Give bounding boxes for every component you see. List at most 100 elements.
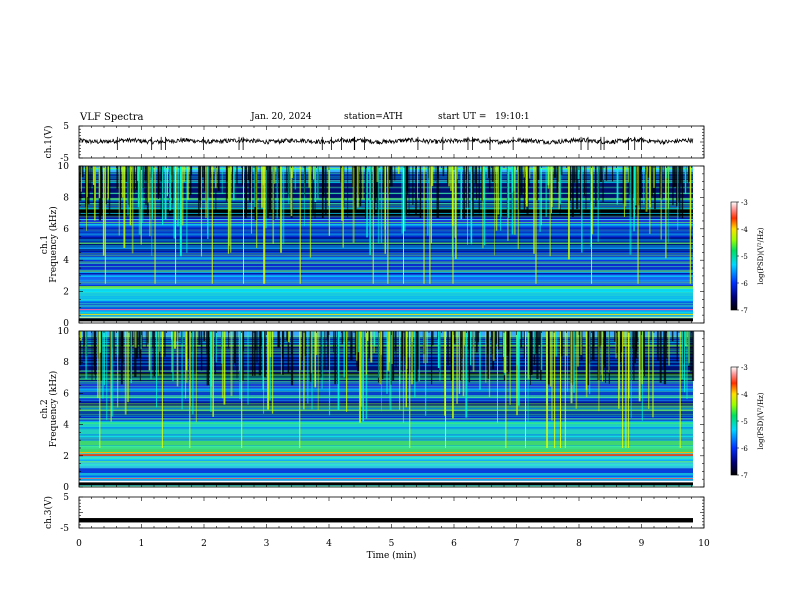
spectrogram-dropout bbox=[431, 331, 434, 346]
spectrogram-sferic bbox=[570, 331, 573, 404]
spectrogram-line bbox=[79, 199, 693, 200]
spectrogram-sferic bbox=[172, 331, 174, 382]
spectrogram-dropout bbox=[83, 331, 85, 346]
spectrogram-line bbox=[79, 391, 693, 393]
ch1-spectrogram-image bbox=[79, 166, 693, 323]
spectrogram-sferic bbox=[406, 331, 408, 369]
spectrogram-dropout bbox=[681, 166, 684, 219]
spectrogram-hot-line bbox=[79, 452, 693, 454]
spectrogram-dropout bbox=[415, 166, 417, 215]
spectrogram-sferic bbox=[681, 331, 684, 380]
ch1-spectrogram-ylabel: ch.1 bbox=[40, 235, 50, 254]
spectrogram-line bbox=[79, 198, 693, 200]
spectrogram-line bbox=[79, 296, 693, 298]
spectrogram-line bbox=[79, 337, 693, 339]
spectrogram-dropout bbox=[602, 166, 604, 202]
spectrogram-dropout bbox=[260, 331, 262, 347]
spectrogram-line bbox=[79, 280, 693, 282]
spectrogram-sferic bbox=[123, 166, 126, 249]
spectrogram-sferic bbox=[507, 166, 510, 218]
spectrogram-sferic bbox=[455, 166, 457, 209]
colorbar-tick-label: -6 bbox=[741, 445, 748, 453]
ch2-spectrogram-ylabel: Frequency (kHz) bbox=[48, 371, 59, 448]
spectrogram-dropout bbox=[571, 331, 574, 386]
spectrogram-sferic bbox=[467, 166, 469, 245]
spectrogram-line bbox=[79, 197, 693, 200]
spectrogram-dropout bbox=[113, 331, 115, 361]
spectrogram-sferic bbox=[288, 166, 290, 204]
spectrogram-line bbox=[79, 345, 693, 347]
spectrogram-line bbox=[79, 306, 693, 308]
spectrogram-dropout bbox=[91, 166, 93, 183]
spectrogram-dropout bbox=[476, 166, 478, 200]
spectrogram-sferic bbox=[567, 166, 570, 260]
y-tick-label: 8 bbox=[63, 358, 69, 368]
spectrogram-dropout bbox=[507, 331, 510, 372]
spectrogram-dropout bbox=[494, 331, 497, 359]
spectrogram-sferic bbox=[321, 331, 323, 389]
spectrogram-dropout bbox=[497, 331, 500, 350]
spectrogram-dropout bbox=[468, 331, 471, 383]
spectrogram-line bbox=[79, 445, 693, 447]
spectrogram-line bbox=[79, 291, 693, 293]
spectrogram-sferic bbox=[186, 166, 188, 253]
spectrogram-sferic bbox=[627, 166, 629, 183]
spectrogram-dropout bbox=[679, 166, 682, 184]
spectrogram-dropout bbox=[241, 166, 244, 186]
spectrogram-line bbox=[79, 485, 693, 487]
spectrogram-sferic bbox=[269, 331, 272, 358]
spectrogram-dropout bbox=[463, 166, 465, 219]
spectrogram-sferic bbox=[256, 166, 258, 248]
spectrogram-band bbox=[79, 384, 693, 391]
spectrogram-dropout bbox=[654, 166, 656, 210]
spectrogram-dropout bbox=[351, 331, 353, 353]
spectrogram-dropout bbox=[471, 166, 474, 217]
spectrogram-dropout bbox=[560, 331, 563, 357]
spectrogram-dropout bbox=[587, 331, 591, 364]
spectrogram-line bbox=[79, 392, 693, 394]
spectrogram-sferic bbox=[402, 331, 405, 423]
spectrogram-line bbox=[79, 398, 693, 400]
spectrogram-line bbox=[79, 370, 693, 372]
spectrogram-dropout bbox=[412, 166, 414, 205]
spectrogram-dropout bbox=[434, 166, 436, 182]
spectrogram-sferic bbox=[267, 331, 270, 410]
spectrogram-line bbox=[79, 370, 693, 372]
spectrogram-sferic bbox=[232, 166, 235, 201]
spectrogram-dropout bbox=[118, 331, 120, 367]
spectrogram-line bbox=[79, 380, 693, 381]
spectrogram-dropout bbox=[87, 166, 90, 205]
spectrogram-dropout bbox=[553, 166, 557, 178]
spectrogram-sferic bbox=[566, 331, 568, 357]
spectrogram-sferic bbox=[516, 331, 518, 416]
spectrogram-dropout bbox=[100, 331, 103, 381]
spectrogram-line bbox=[79, 358, 693, 360]
spectrogram-sferic bbox=[148, 331, 151, 371]
spectrogram-sferic bbox=[482, 166, 484, 249]
spectrogram-dropout bbox=[355, 166, 357, 210]
spectrogram-dropout bbox=[350, 331, 353, 361]
colorbar-tick-label: -4 bbox=[741, 391, 748, 399]
spectrogram-dropout bbox=[286, 166, 287, 192]
spectrogram-line bbox=[79, 299, 693, 300]
spectrogram-sferic bbox=[688, 331, 690, 363]
ch1-waveform-ylabel: ch.1(V) bbox=[43, 126, 54, 159]
spectrogram-sferic bbox=[365, 331, 368, 375]
spectrogram-sferic bbox=[509, 331, 511, 405]
colorbar-tick-label: -7 bbox=[741, 472, 748, 480]
spectrogram-dropout bbox=[633, 331, 635, 382]
spectrogram-dropout bbox=[599, 331, 601, 347]
spectrogram-sferic bbox=[263, 331, 265, 414]
spectrogram-dropout bbox=[79, 331, 82, 366]
spectrogram-sferic bbox=[387, 331, 390, 371]
spectrogram-line bbox=[79, 374, 693, 376]
spectrogram-dropout bbox=[125, 166, 128, 182]
spectrogram-line bbox=[79, 457, 693, 459]
spectrogram-sferic bbox=[366, 331, 369, 341]
spectrogram-sferic bbox=[116, 331, 119, 408]
spectrogram-sferic bbox=[677, 166, 679, 230]
spectrogram-line bbox=[79, 417, 693, 420]
spectrogram-sferic bbox=[310, 331, 313, 373]
spectrogram-sferic bbox=[575, 331, 578, 409]
spectrogram-dropout bbox=[659, 166, 662, 198]
